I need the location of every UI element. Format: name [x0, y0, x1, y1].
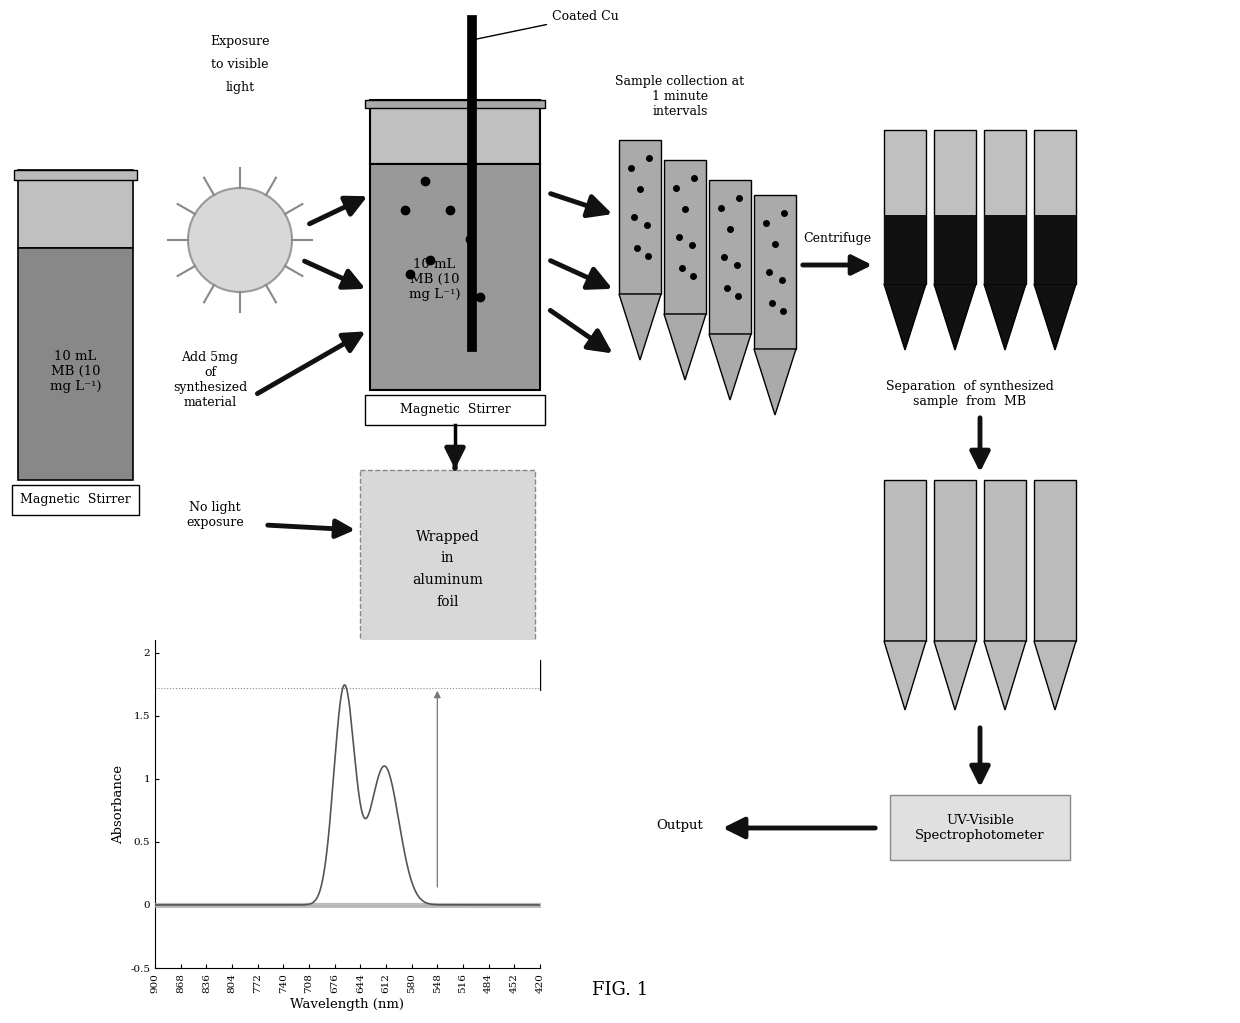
Polygon shape — [985, 641, 1025, 710]
Bar — [934, 215, 976, 284]
Polygon shape — [619, 294, 661, 360]
Text: Add 5mg
of
synthesized
material: Add 5mg of synthesized material — [172, 351, 247, 409]
Bar — [360, 470, 534, 655]
Polygon shape — [754, 349, 796, 415]
Polygon shape — [663, 314, 706, 380]
Bar — [884, 215, 926, 284]
Text: FIG. 1: FIG. 1 — [591, 981, 649, 999]
Polygon shape — [934, 284, 976, 350]
Bar — [12, 485, 139, 515]
Polygon shape — [884, 641, 926, 710]
Text: Coated Cu: Coated Cu — [475, 10, 619, 40]
Bar — [884, 130, 926, 284]
Text: Separation  of synthesized
sample  from  MB: Separation of synthesized sample from MB — [887, 380, 1054, 408]
Bar — [890, 795, 1070, 860]
Bar — [934, 130, 976, 284]
Bar — [14, 170, 136, 180]
Text: light: light — [226, 81, 254, 94]
Bar — [709, 180, 751, 333]
Text: Magnetic  Stirrer: Magnetic Stirrer — [20, 493, 131, 506]
Polygon shape — [1034, 641, 1076, 710]
Polygon shape — [884, 284, 926, 350]
Polygon shape — [934, 641, 976, 710]
Text: Wrapped: Wrapped — [415, 531, 480, 544]
Bar — [1034, 130, 1076, 284]
Bar — [355, 660, 539, 690]
Bar — [934, 480, 976, 641]
Bar — [985, 215, 1025, 284]
Text: Magnetic  Stirrer: Magnetic Stirrer — [399, 403, 511, 416]
Bar — [1034, 480, 1076, 641]
Text: No light
exposure: No light exposure — [186, 501, 244, 529]
Text: UV-Visible
Spectrophotometer: UV-Visible Spectrophotometer — [915, 813, 1045, 842]
Polygon shape — [1034, 284, 1076, 350]
Text: foil: foil — [436, 595, 459, 610]
Bar — [985, 480, 1025, 641]
Circle shape — [188, 188, 291, 292]
X-axis label: Wavelength (nm): Wavelength (nm) — [290, 998, 404, 1012]
Text: to visible: to visible — [211, 58, 269, 71]
Bar — [19, 170, 133, 248]
Bar — [663, 160, 706, 314]
Y-axis label: Absorbance: Absorbance — [112, 764, 124, 844]
Bar — [370, 164, 539, 390]
Text: aluminum: aluminum — [412, 574, 482, 587]
Text: Centrifuge: Centrifuge — [804, 232, 870, 244]
Polygon shape — [985, 284, 1025, 350]
Bar — [365, 395, 546, 425]
Text: 10 mL
MB (10
mg L⁻¹): 10 mL MB (10 mg L⁻¹) — [409, 258, 460, 302]
Polygon shape — [709, 333, 751, 400]
Text: Exposure: Exposure — [211, 35, 270, 48]
Text: Output: Output — [657, 819, 703, 833]
Bar — [754, 195, 796, 349]
Bar — [884, 480, 926, 641]
Bar — [1034, 215, 1076, 284]
Bar — [985, 130, 1025, 284]
Text: in: in — [440, 550, 454, 565]
Text: 10 mL
MB (10
mg L⁻¹): 10 mL MB (10 mg L⁻¹) — [50, 350, 102, 393]
Bar — [365, 100, 546, 108]
Text: Magnetic  Stirrer: Magnetic Stirrer — [392, 668, 503, 681]
Bar — [19, 248, 133, 480]
Bar — [619, 140, 661, 294]
Text: Sample collection at
1 minute
intervals: Sample collection at 1 minute intervals — [615, 75, 744, 118]
Bar — [370, 100, 539, 164]
